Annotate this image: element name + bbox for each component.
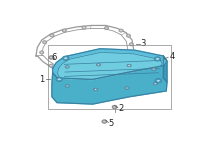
Ellipse shape [77, 71, 82, 74]
Ellipse shape [123, 61, 127, 64]
Ellipse shape [62, 69, 64, 71]
Ellipse shape [93, 88, 98, 91]
Text: 4: 4 [169, 52, 174, 61]
Text: 2: 2 [118, 104, 124, 113]
Ellipse shape [155, 79, 162, 83]
Ellipse shape [49, 56, 54, 59]
Ellipse shape [103, 120, 106, 123]
Ellipse shape [62, 29, 67, 32]
Ellipse shape [129, 43, 133, 46]
Ellipse shape [63, 30, 66, 31]
Ellipse shape [78, 71, 81, 73]
Ellipse shape [65, 66, 69, 68]
Ellipse shape [82, 26, 86, 29]
Ellipse shape [126, 87, 128, 89]
Ellipse shape [50, 56, 53, 59]
Bar [48, 45, 171, 109]
Ellipse shape [97, 70, 101, 74]
Ellipse shape [102, 120, 107, 123]
Ellipse shape [123, 62, 126, 64]
Ellipse shape [66, 66, 69, 68]
Ellipse shape [119, 29, 123, 32]
Ellipse shape [61, 69, 65, 72]
Ellipse shape [96, 64, 101, 66]
Ellipse shape [154, 57, 161, 61]
Ellipse shape [155, 58, 160, 60]
Ellipse shape [40, 51, 43, 53]
Ellipse shape [152, 68, 156, 70]
Text: 3: 3 [141, 39, 146, 48]
Ellipse shape [94, 89, 97, 90]
Ellipse shape [97, 64, 100, 66]
Text: 5: 5 [108, 119, 113, 128]
Ellipse shape [156, 80, 160, 82]
Ellipse shape [51, 34, 53, 36]
Ellipse shape [154, 83, 157, 85]
Ellipse shape [64, 57, 68, 60]
Ellipse shape [128, 52, 132, 55]
Polygon shape [53, 49, 167, 79]
Ellipse shape [66, 85, 69, 87]
Ellipse shape [104, 26, 109, 30]
Ellipse shape [98, 71, 101, 73]
Ellipse shape [40, 51, 44, 54]
Text: 6: 6 [51, 52, 56, 62]
Ellipse shape [153, 82, 158, 85]
Ellipse shape [56, 77, 63, 81]
Polygon shape [163, 56, 167, 82]
Ellipse shape [105, 27, 108, 29]
Ellipse shape [125, 87, 129, 89]
Ellipse shape [50, 34, 54, 37]
Ellipse shape [127, 64, 131, 67]
Ellipse shape [49, 64, 53, 67]
Ellipse shape [113, 67, 116, 69]
Ellipse shape [63, 56, 69, 60]
Polygon shape [52, 66, 167, 104]
Ellipse shape [120, 30, 122, 31]
Ellipse shape [113, 106, 116, 108]
Ellipse shape [42, 41, 47, 44]
Ellipse shape [153, 68, 155, 70]
Polygon shape [57, 52, 162, 80]
Ellipse shape [112, 105, 117, 109]
Text: 1: 1 [39, 75, 44, 84]
Ellipse shape [130, 43, 133, 45]
Ellipse shape [112, 67, 117, 70]
Ellipse shape [57, 78, 61, 81]
Ellipse shape [126, 34, 131, 37]
Ellipse shape [127, 35, 130, 37]
Ellipse shape [65, 85, 69, 87]
Ellipse shape [83, 27, 85, 29]
Ellipse shape [129, 53, 131, 55]
Ellipse shape [43, 41, 46, 43]
Ellipse shape [128, 65, 130, 66]
Ellipse shape [50, 65, 53, 67]
